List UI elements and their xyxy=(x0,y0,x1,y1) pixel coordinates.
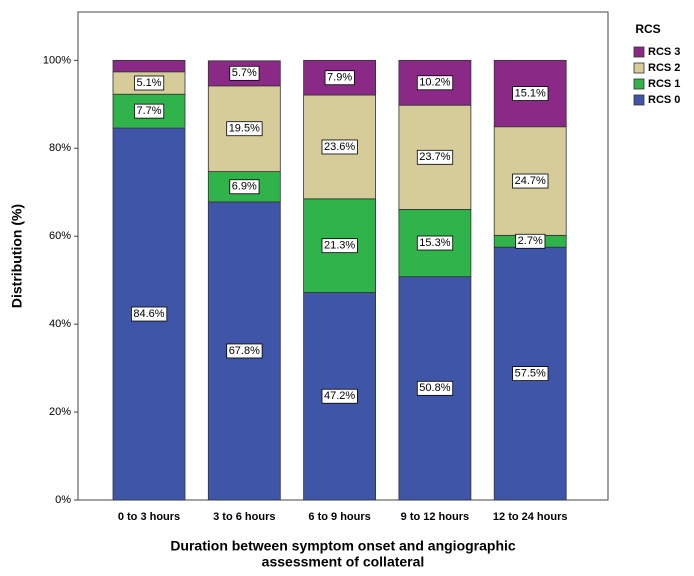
value-label-box xyxy=(321,388,358,404)
x-axis-title: Duration between symptom onset and angio… xyxy=(170,538,516,554)
value-label: 57.5% xyxy=(515,368,546,380)
value-label-box xyxy=(515,233,546,249)
value-label-box xyxy=(226,343,263,359)
value-label-box xyxy=(130,306,168,322)
value-label-box xyxy=(416,235,454,251)
value-label: 84.6% xyxy=(133,308,164,320)
value-label-box xyxy=(416,149,454,165)
x-tick-label: 9 to 12 hours xyxy=(401,511,469,523)
value-label-box xyxy=(321,238,358,254)
value-label: 6.9% xyxy=(232,181,257,193)
value-label: 15.3% xyxy=(419,237,450,249)
value-label: 7.9% xyxy=(327,72,352,84)
y-tick-label: 100% xyxy=(43,54,71,66)
value-label: 21.3% xyxy=(324,240,355,252)
value-label-box xyxy=(134,75,165,91)
x-tick-label: 6 to 9 hours xyxy=(308,511,370,523)
y-axis-title: Distribution (%) xyxy=(9,204,25,308)
legend-swatch xyxy=(633,62,645,74)
y-tick-label: 80% xyxy=(49,142,71,154)
value-label-box xyxy=(512,366,549,382)
x-axis-title: assessment of collateral xyxy=(262,554,425,570)
legend-title: RCS xyxy=(635,22,660,36)
legend-label: RCS 3 xyxy=(648,46,680,58)
legend-swatch xyxy=(633,94,645,106)
value-label: 7.7% xyxy=(136,105,161,117)
legend-swatch xyxy=(633,46,645,58)
value-label: 15.1% xyxy=(515,87,546,99)
y-tick-label: 0% xyxy=(55,494,71,506)
legend-label: RCS 1 xyxy=(648,78,680,90)
x-tick-label: 0 to 3 hours xyxy=(118,511,180,523)
value-label-box xyxy=(134,103,165,119)
value-label-box xyxy=(321,139,358,155)
legend-swatch xyxy=(633,78,645,90)
value-label-box xyxy=(416,380,454,396)
x-tick-label: 3 to 6 hours xyxy=(213,511,275,523)
y-tick-label: 20% xyxy=(49,406,71,418)
value-label-box xyxy=(229,179,260,195)
value-label: 2.7% xyxy=(518,235,543,247)
value-label-box xyxy=(229,65,260,81)
value-label-box xyxy=(512,173,549,189)
value-label-box xyxy=(324,70,355,86)
value-label-box xyxy=(416,75,454,91)
value-label: 5.7% xyxy=(232,67,257,79)
y-tick-label: 60% xyxy=(49,230,71,242)
legend-label: RCS 0 xyxy=(648,94,680,106)
value-label-box xyxy=(226,121,263,137)
value-label: 19.5% xyxy=(229,123,260,135)
value-label: 50.8% xyxy=(419,382,450,394)
value-label: 67.8% xyxy=(229,345,260,357)
x-tick-label: 12 to 24 hours xyxy=(493,511,568,523)
value-label: 24.7% xyxy=(515,175,546,187)
value-label: 23.6% xyxy=(324,141,355,153)
bar-segment xyxy=(112,59,186,73)
value-label-box xyxy=(512,86,549,101)
value-label: 10.2% xyxy=(419,77,450,89)
value-label: 23.7% xyxy=(419,151,450,163)
value-label: 47.2% xyxy=(324,390,355,402)
legend-label: RCS 2 xyxy=(648,62,680,74)
y-tick-label: 40% xyxy=(49,318,71,330)
value-label: 5.1% xyxy=(136,77,161,89)
